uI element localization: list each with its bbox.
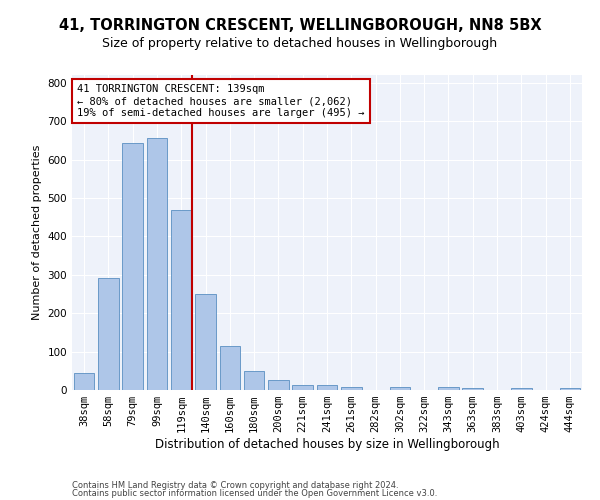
Bar: [98, 278, 119, 390]
Bar: [341, 387, 362, 390]
Bar: [389, 388, 410, 390]
Bar: [463, 388, 483, 390]
Bar: [268, 380, 289, 390]
Bar: [220, 346, 240, 390]
Bar: [560, 388, 580, 390]
Bar: [244, 371, 265, 390]
Bar: [171, 210, 191, 390]
X-axis label: Distribution of detached houses by size in Wellingborough: Distribution of detached houses by size …: [155, 438, 499, 451]
Bar: [511, 388, 532, 390]
Bar: [122, 143, 143, 390]
Text: 41, TORRINGTON CRESCENT, WELLINGBOROUGH, NN8 5BX: 41, TORRINGTON CRESCENT, WELLINGBOROUGH,…: [59, 18, 541, 32]
Bar: [317, 385, 337, 390]
Bar: [438, 387, 459, 390]
Bar: [146, 138, 167, 390]
Text: 41 TORRINGTON CRESCENT: 139sqm
← 80% of detached houses are smaller (2,062)
19% : 41 TORRINGTON CRESCENT: 139sqm ← 80% of …: [77, 84, 365, 117]
Y-axis label: Number of detached properties: Number of detached properties: [32, 145, 42, 320]
Bar: [292, 384, 313, 390]
Bar: [195, 294, 216, 390]
Text: Size of property relative to detached houses in Wellingborough: Size of property relative to detached ho…: [103, 38, 497, 51]
Bar: [74, 374, 94, 390]
Text: Contains public sector information licensed under the Open Government Licence v3: Contains public sector information licen…: [72, 489, 437, 498]
Text: Contains HM Land Registry data © Crown copyright and database right 2024.: Contains HM Land Registry data © Crown c…: [72, 480, 398, 490]
